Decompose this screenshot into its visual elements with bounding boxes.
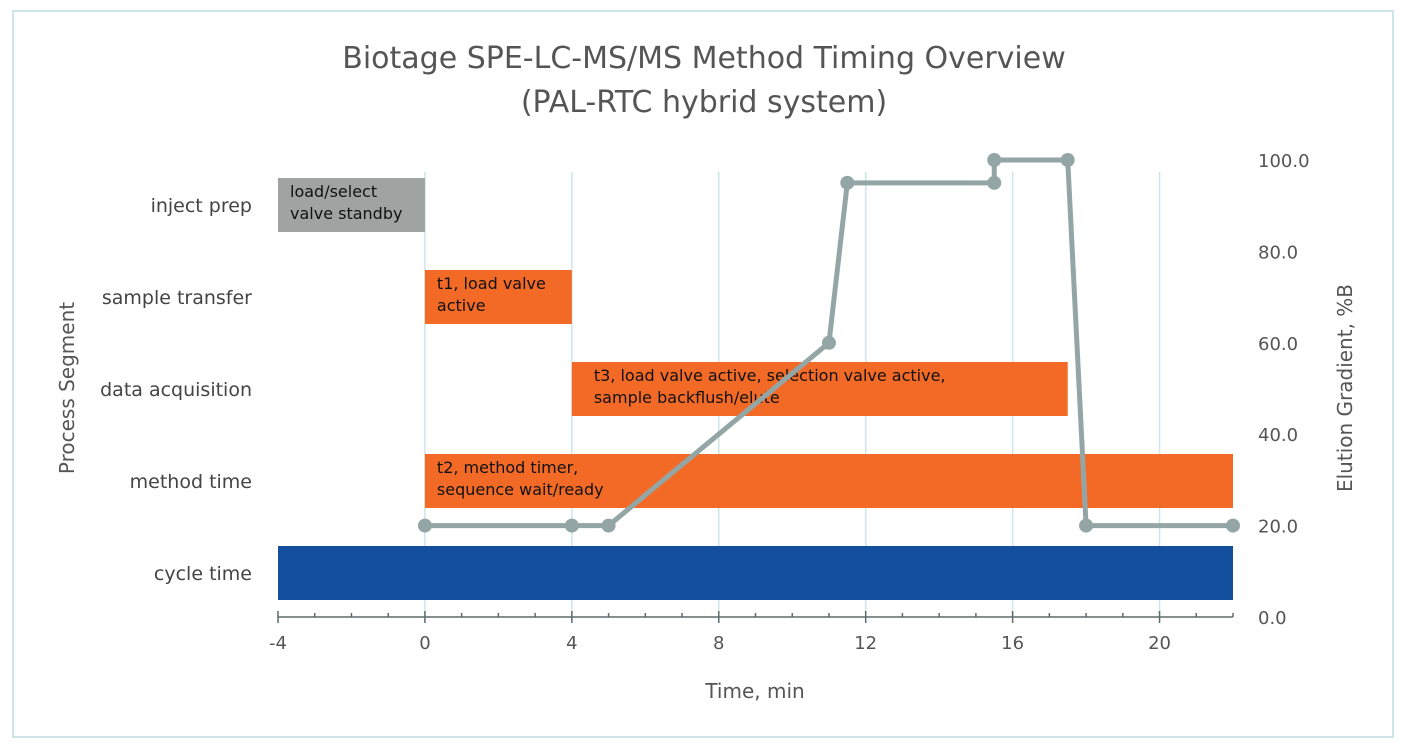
bar-inject-prep (278, 178, 425, 232)
y2-tick-label: 60.0 (1258, 334, 1298, 355)
bar-label: active (437, 296, 486, 315)
gradient-point (840, 175, 855, 190)
x-tick-label: 8 (713, 633, 724, 654)
bar-label: sequence wait/ready (437, 480, 604, 499)
chart-title-line2: (PAL-RTC hybrid system) (521, 85, 887, 120)
chart-frame (12, 10, 1394, 738)
bar-method-time (424, 454, 1233, 508)
category-label: cycle time (154, 563, 252, 585)
y2-tick-label: 0.0 (1258, 608, 1287, 629)
gradient-point (1060, 153, 1075, 167)
gradient-point (1226, 518, 1240, 533)
x-tick-label: -4 (269, 633, 287, 654)
category-label: inject prep (151, 195, 252, 217)
y2-tick-label: 80.0 (1258, 242, 1298, 263)
gradient-point (987, 175, 1002, 190)
x-axis-label: Time, min (704, 679, 804, 703)
gradient-point (417, 518, 432, 533)
gradient-point (821, 335, 836, 350)
y2-axis-label: Elution Gradient, %B (1333, 284, 1357, 492)
x-tick-label: 12 (854, 633, 877, 654)
bar-label: t2, method timer, (437, 458, 578, 477)
x-tick-label: 4 (566, 633, 577, 654)
gradient-point (564, 518, 579, 533)
bar-label: t1, load valve (437, 274, 546, 293)
bar-label: sample backflush/elute (594, 388, 780, 407)
bar-label: load/select (290, 182, 377, 201)
y2-tick-label: 40.0 (1258, 425, 1298, 446)
bar-label: t3, load valve active, selection valve a… (594, 366, 946, 385)
y2-tick-label: 100.0 (1258, 151, 1310, 172)
category-label: method time (130, 471, 252, 493)
gradient-point (601, 518, 616, 533)
y2-tick-label: 20.0 (1258, 517, 1298, 538)
category-label: sample transfer (102, 287, 252, 309)
x-tick-label: 0 (419, 633, 430, 654)
gradient-point (1079, 518, 1094, 533)
gradient-point (987, 153, 1002, 167)
x-tick-label: 16 (1001, 633, 1024, 654)
x-tick-label: 20 (1148, 633, 1171, 654)
y-axis-label: Process Segment (55, 302, 79, 474)
bar-label: valve standby (290, 204, 402, 223)
category-label: data acquisition (100, 379, 252, 401)
bar-data-acquisition (571, 362, 1068, 416)
gradient-line (424, 157, 1233, 529)
bar-sample-transfer (424, 270, 572, 324)
chart-title-line1: Biotage SPE-LC-MS/MS Method Timing Overv… (342, 41, 1066, 76)
bar-cycle-time (278, 546, 1233, 600)
